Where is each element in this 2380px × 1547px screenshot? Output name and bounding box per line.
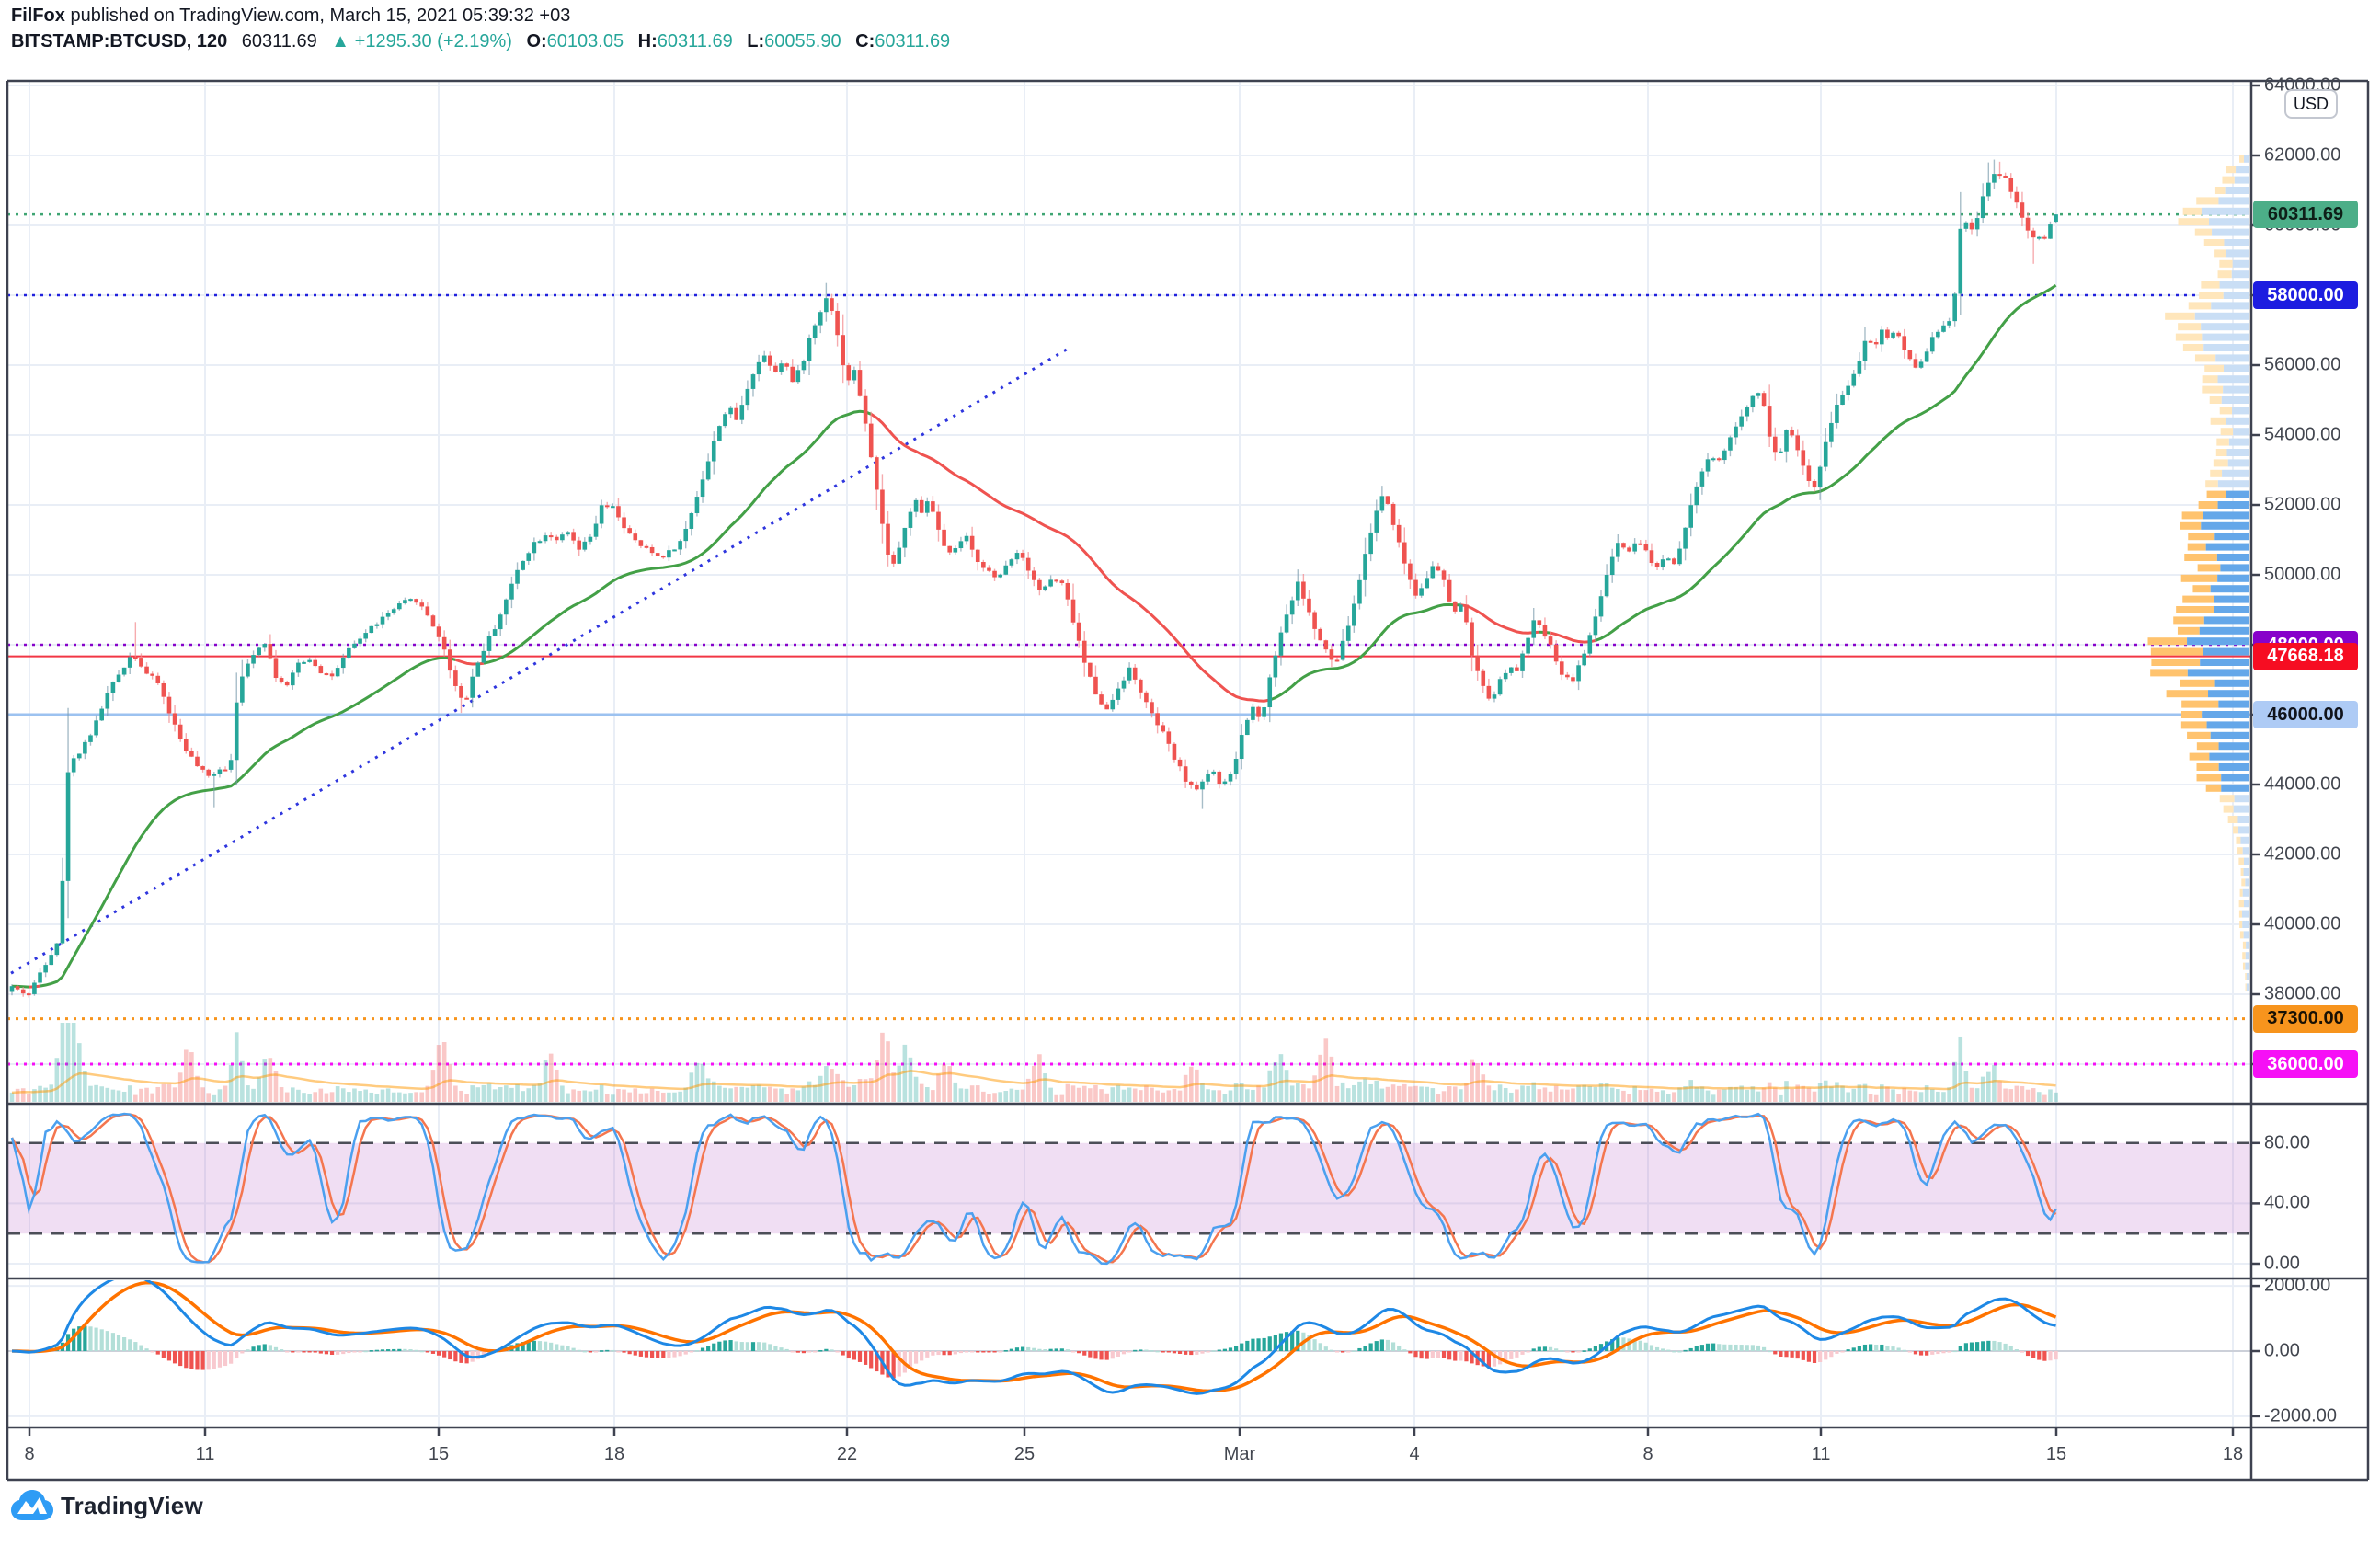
low-value: 60055.90 xyxy=(764,31,841,52)
price-level-badge: 36000.00 xyxy=(2253,1050,2358,1078)
close-label: C: xyxy=(855,31,875,52)
macd-axis-label: -2000.00 xyxy=(2264,1405,2337,1427)
price-axis-label: 56000.00 xyxy=(2264,354,2341,375)
time-axis-label: 22 xyxy=(836,1444,858,1464)
stoch-axis-label: 40.00 xyxy=(2264,1192,2311,1213)
open-label: O: xyxy=(526,31,547,52)
time-axis-label: 25 xyxy=(1013,1444,1036,1464)
currency-unit-button[interactable]: USD xyxy=(2284,89,2338,119)
price-axis-label: 40000.00 xyxy=(2264,913,2341,934)
macd-axis-label: 2000.00 xyxy=(2264,1275,2331,1296)
time-axis-label: 15 xyxy=(428,1444,450,1464)
price-axis-label: 62000.00 xyxy=(2264,144,2341,166)
high-value: 60311.69 xyxy=(657,31,733,52)
low-label: L: xyxy=(747,31,765,52)
time-axis-label: 4 xyxy=(1409,1444,1420,1464)
publish-info: published on TradingView.com, March 15, … xyxy=(64,6,571,26)
price-level-badge: 58000.00 xyxy=(2253,281,2358,309)
price-level-badge: 47668.18 xyxy=(2253,642,2358,670)
direction-up-icon: ▲ xyxy=(331,31,350,52)
price-axis-label: 54000.00 xyxy=(2264,424,2341,445)
time-axis-label: 11 xyxy=(1811,1444,1831,1464)
price-axis-label: 50000.00 xyxy=(2264,564,2341,585)
price-level-badge: 46000.00 xyxy=(2253,701,2358,728)
time-axis-label: 15 xyxy=(2045,1444,2067,1464)
tradingview-logo[interactable]: TradingView xyxy=(11,1490,203,1521)
stoch-axis-label: 80.00 xyxy=(2264,1132,2311,1153)
time-axis-label: 11 xyxy=(195,1444,215,1464)
price-axis-label: 52000.00 xyxy=(2264,494,2341,515)
time-axis-label: 8 xyxy=(1642,1444,1653,1464)
time-axis-label: 18 xyxy=(603,1444,625,1464)
stoch-axis-label: 0.00 xyxy=(2264,1253,2300,1274)
price-level-badge: 37300.00 xyxy=(2253,1004,2358,1033)
price-change: +1295.30 (+2.19%) xyxy=(354,31,512,52)
high-label: H: xyxy=(637,31,658,52)
time-axis-label: 18 xyxy=(2222,1444,2244,1464)
price-axis-label: 38000.00 xyxy=(2264,983,2341,1004)
publish-byline: FilFox published on TradingView.com, Mar… xyxy=(11,6,570,27)
macd-axis-label: 0.00 xyxy=(2264,1340,2300,1361)
author-name: FilFox xyxy=(11,6,65,26)
tradingview-cloud-icon xyxy=(11,1490,53,1520)
time-axis-label: 8 xyxy=(24,1444,35,1464)
close-value: 60311.69 xyxy=(875,31,951,52)
price-axis-label: 42000.00 xyxy=(2264,843,2341,865)
price-axis-label: 44000.00 xyxy=(2264,774,2341,795)
last-price: 60311.69 xyxy=(241,31,317,52)
open-value: 60103.05 xyxy=(546,31,624,52)
symbol-status-line: BITSTAMP:BTCUSD, 120 60311.69 ▲ +1295.30… xyxy=(11,31,950,52)
time-axis-label: Mar xyxy=(1223,1444,1256,1464)
symbol-name[interactable]: BITSTAMP:BTCUSD, 120 xyxy=(11,31,228,52)
price-level-badge: 60311.69 xyxy=(2253,201,2358,229)
tradingview-logo-text: TradingView xyxy=(61,1491,203,1519)
